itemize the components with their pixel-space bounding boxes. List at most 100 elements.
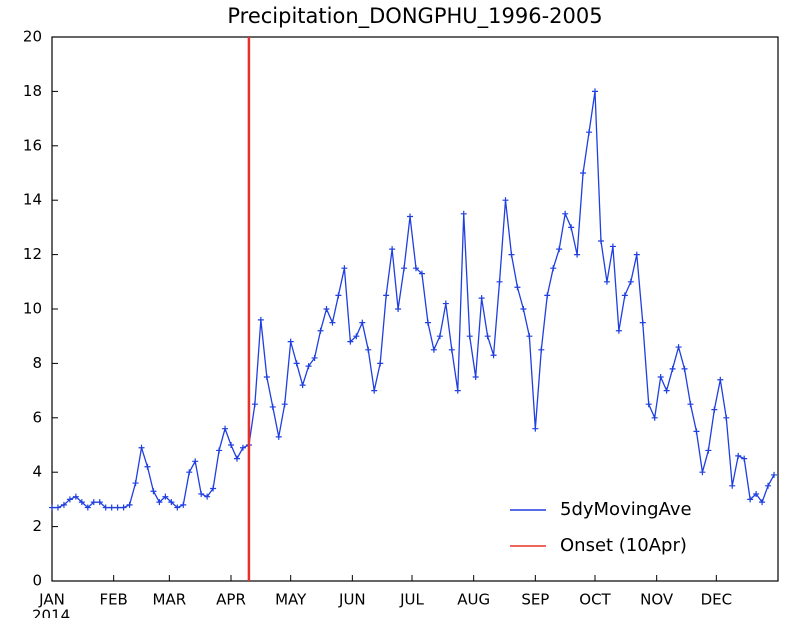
point-marker xyxy=(597,238,604,244)
point-marker xyxy=(323,306,330,312)
x-tick-label: AUG xyxy=(457,591,490,609)
y-tick-label: 16 xyxy=(23,136,42,154)
point-marker xyxy=(305,363,312,370)
legend-label: Onset (10Apr) xyxy=(560,535,687,556)
point-marker xyxy=(520,306,527,312)
point-marker xyxy=(526,333,533,340)
point-marker xyxy=(138,444,145,451)
x-tick-label: DEC xyxy=(701,591,733,609)
y-tick-label: 20 xyxy=(23,28,42,46)
point-marker xyxy=(538,346,545,353)
point-marker xyxy=(603,278,610,285)
point-marker xyxy=(532,425,539,432)
point-marker xyxy=(335,292,342,299)
point-marker xyxy=(317,327,324,334)
point-marker xyxy=(168,499,175,506)
point-marker xyxy=(359,319,366,326)
y-tick-label: 8 xyxy=(32,354,42,372)
point-marker xyxy=(621,292,628,299)
point-marker xyxy=(412,265,419,272)
point-marker xyxy=(353,333,360,340)
point-marker xyxy=(377,360,384,367)
x-tick-label: MAR xyxy=(153,591,187,609)
point-marker xyxy=(699,469,706,476)
point-marker xyxy=(675,344,682,351)
x-tick-label: JUL xyxy=(399,591,424,609)
point-marker xyxy=(639,319,646,326)
x-tick-label: OCT xyxy=(579,591,611,609)
point-marker xyxy=(705,447,712,454)
point-marker xyxy=(210,485,217,492)
point-marker xyxy=(568,224,575,231)
point-marker xyxy=(669,365,676,372)
point-marker xyxy=(192,458,199,465)
point-marker xyxy=(84,504,91,511)
point-marker xyxy=(120,504,127,511)
y-tick-label: 6 xyxy=(32,408,42,426)
point-marker xyxy=(514,284,521,291)
point-marker xyxy=(729,482,736,489)
point-marker xyxy=(365,346,372,353)
y-tick-label: 10 xyxy=(23,300,42,318)
point-marker xyxy=(747,496,754,503)
x-tick-label: FEB xyxy=(99,591,127,609)
point-marker xyxy=(144,463,151,470)
point-marker xyxy=(293,360,300,367)
point-marker xyxy=(759,499,766,506)
point-marker xyxy=(681,365,688,372)
point-marker xyxy=(54,504,61,511)
point-marker xyxy=(753,490,760,497)
point-marker xyxy=(478,295,485,302)
point-marker xyxy=(592,88,599,95)
point-marker xyxy=(609,243,616,250)
point-marker xyxy=(472,374,479,380)
x-tick-label: JAN xyxy=(38,591,65,609)
point-marker xyxy=(383,292,390,299)
x-tick-label: SEP xyxy=(521,591,549,609)
point-marker xyxy=(72,493,79,500)
point-marker xyxy=(508,251,515,258)
point-marker xyxy=(735,452,742,459)
point-marker xyxy=(78,499,85,506)
point-marker xyxy=(657,374,664,380)
point-marker xyxy=(114,504,121,511)
x-tick-label: APR xyxy=(216,591,246,609)
point-marker xyxy=(174,504,181,511)
point-marker xyxy=(216,447,223,454)
point-marker xyxy=(460,210,467,217)
point-marker xyxy=(496,278,503,285)
point-marker xyxy=(430,346,437,353)
point-marker xyxy=(180,501,187,508)
y-tick-label: 4 xyxy=(32,463,42,481)
point-marker xyxy=(228,442,235,448)
point-marker xyxy=(132,480,139,487)
x-tick-label: MAY xyxy=(275,591,307,609)
point-marker xyxy=(407,213,414,220)
point-marker xyxy=(627,278,634,285)
point-marker xyxy=(454,387,461,394)
point-marker xyxy=(108,504,115,511)
point-marker xyxy=(693,428,700,435)
point-marker xyxy=(233,455,240,462)
point-marker xyxy=(186,469,193,476)
x-tick-label: JUN xyxy=(338,591,366,609)
point-marker xyxy=(436,333,443,340)
point-marker xyxy=(717,376,724,383)
x-sublabel: 2014 xyxy=(32,607,70,618)
point-marker xyxy=(544,292,551,299)
point-marker xyxy=(466,333,473,340)
series-line xyxy=(52,91,775,509)
point-marker xyxy=(711,406,718,413)
point-marker xyxy=(275,433,282,440)
point-marker xyxy=(765,482,772,489)
point-marker xyxy=(550,265,557,272)
point-marker xyxy=(562,210,569,217)
y-tick-label: 2 xyxy=(32,517,42,535)
point-marker xyxy=(424,319,431,326)
y-tick-label: 12 xyxy=(23,245,42,263)
point-marker xyxy=(580,170,587,176)
point-marker xyxy=(329,319,336,326)
point-marker xyxy=(222,425,229,432)
point-marker xyxy=(484,333,491,340)
point-marker xyxy=(651,414,658,421)
